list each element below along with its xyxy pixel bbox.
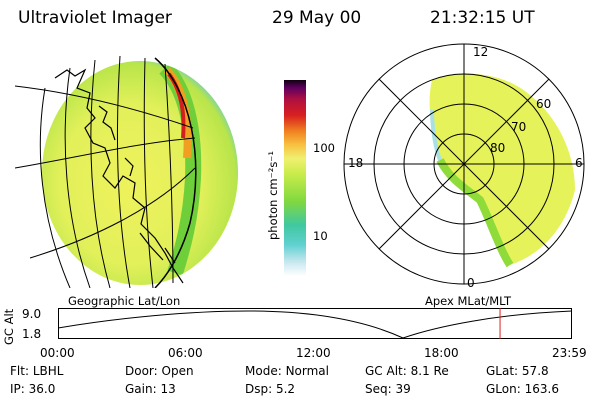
- ip-value: 36.0: [28, 382, 56, 396]
- polar-emission-fringe: [430, 109, 442, 161]
- ip-label: IP:: [10, 382, 25, 396]
- lat-label-60: 60: [536, 97, 552, 111]
- time-tick-0600: 06:00: [168, 346, 203, 360]
- seq-value: 39: [395, 382, 411, 396]
- date-label: 29 May 00: [272, 8, 362, 28]
- altitude-y-tick-min: 1.8: [22, 327, 42, 341]
- mode-label: Mode:: [245, 364, 282, 378]
- dsp-status: Dsp: 5.2: [245, 382, 295, 396]
- glon-value: 163.6: [524, 382, 559, 396]
- filter-status: Flt: LBHL: [10, 364, 63, 378]
- gc-alt-status: GC Alt: 8.1 Re: [365, 364, 449, 378]
- filter-label: Flt:: [10, 364, 29, 378]
- gc-alt-value: 8.1 Re: [410, 364, 449, 378]
- altitude-axis-title: GC Alt: [2, 308, 16, 345]
- mlt-label-18: 18: [348, 156, 364, 170]
- mlt-label-6: 6: [575, 156, 583, 170]
- lat-label-80: 80: [490, 141, 506, 155]
- colorbar: [284, 80, 306, 276]
- glon-label: GLon:: [486, 382, 521, 396]
- earth-limb: [154, 57, 197, 288]
- mlt-label-0: 0: [467, 276, 475, 290]
- polar-plot-caption: Apex MLat/MLT: [425, 294, 512, 308]
- door-status: Door: Open: [125, 364, 194, 378]
- meridian-lines: [39, 55, 174, 288]
- gain-label: Gain:: [125, 382, 157, 396]
- dsp-value: 5.2: [275, 382, 296, 396]
- time-tick-0000: 00:00: [40, 346, 75, 360]
- colorbar-gradient: [284, 80, 306, 276]
- colorbar-tick-10: 10: [313, 229, 328, 243]
- polar-grid: [343, 43, 585, 285]
- time-label: 21:32:15 UT: [430, 8, 535, 28]
- ip-status: IP: 36.0: [10, 382, 55, 396]
- coastline: [54, 68, 184, 284]
- door-label: Door:: [125, 364, 158, 378]
- mode-status: Mode: Normal: [245, 364, 329, 378]
- altitude-y-tick-max: 9.0: [22, 307, 42, 321]
- glat-value: 57.8: [521, 364, 549, 378]
- time-tick-2359: 23:59: [552, 346, 587, 360]
- gain-status: Gain: 13: [125, 382, 176, 396]
- geo-map-caption: Geographic Lat/Lon: [68, 294, 181, 308]
- glon-status: GLon: 163.6: [486, 382, 559, 396]
- altitude-plot: [58, 308, 572, 339]
- colorbar-tick-100: 100: [313, 141, 335, 155]
- filter-value: LBHL: [32, 364, 64, 378]
- polar-plot: [343, 43, 585, 285]
- geographic-map: [15, 55, 238, 288]
- time-tick-1200: 12:00: [296, 346, 331, 360]
- gc-alt-label: GC Alt:: [365, 364, 407, 378]
- instrument-title: Ultraviolet Imager: [18, 8, 172, 28]
- gain-value: 13: [160, 382, 176, 396]
- mode-value: Normal: [285, 364, 329, 378]
- altitude-plot-frame: [58, 308, 572, 339]
- mlt-label-12: 12: [473, 45, 489, 59]
- seq-label: Seq:: [365, 382, 392, 396]
- time-tick-1800: 18:00: [424, 346, 459, 360]
- dsp-label: Dsp:: [245, 382, 273, 396]
- door-value: Open: [161, 364, 194, 378]
- altitude-curve: [58, 310, 572, 339]
- glat-label: GLat:: [486, 364, 519, 378]
- lat-label-70: 70: [511, 120, 527, 134]
- polar-emission-region: [429, 73, 575, 265]
- parallel-lines: [15, 85, 196, 259]
- glat-status: GLat: 57.8: [486, 364, 549, 378]
- seq-status: Seq: 39: [365, 382, 411, 396]
- colorbar-unit-label: photon cm⁻²s⁻¹: [266, 151, 280, 240]
